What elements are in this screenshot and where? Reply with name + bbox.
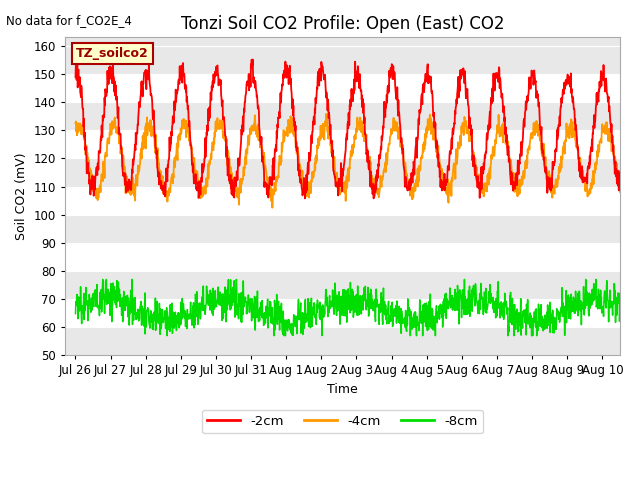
Bar — [65, 187, 620, 215]
Y-axis label: Soil CO2 (mV): Soil CO2 (mV) — [15, 153, 28, 240]
Text: No data for f_CO2E_4: No data for f_CO2E_4 — [6, 14, 132, 27]
X-axis label: Time: Time — [327, 383, 358, 396]
Title: Tonzi Soil CO2 Profile: Open (East) CO2: Tonzi Soil CO2 Profile: Open (East) CO2 — [180, 15, 504, 33]
Bar — [65, 243, 620, 271]
Bar — [65, 299, 620, 327]
Text: TZ_soilco2: TZ_soilco2 — [76, 47, 149, 60]
Legend: -2cm, -4cm, -8cm: -2cm, -4cm, -8cm — [202, 410, 483, 433]
Bar — [65, 74, 620, 102]
Bar — [65, 130, 620, 158]
